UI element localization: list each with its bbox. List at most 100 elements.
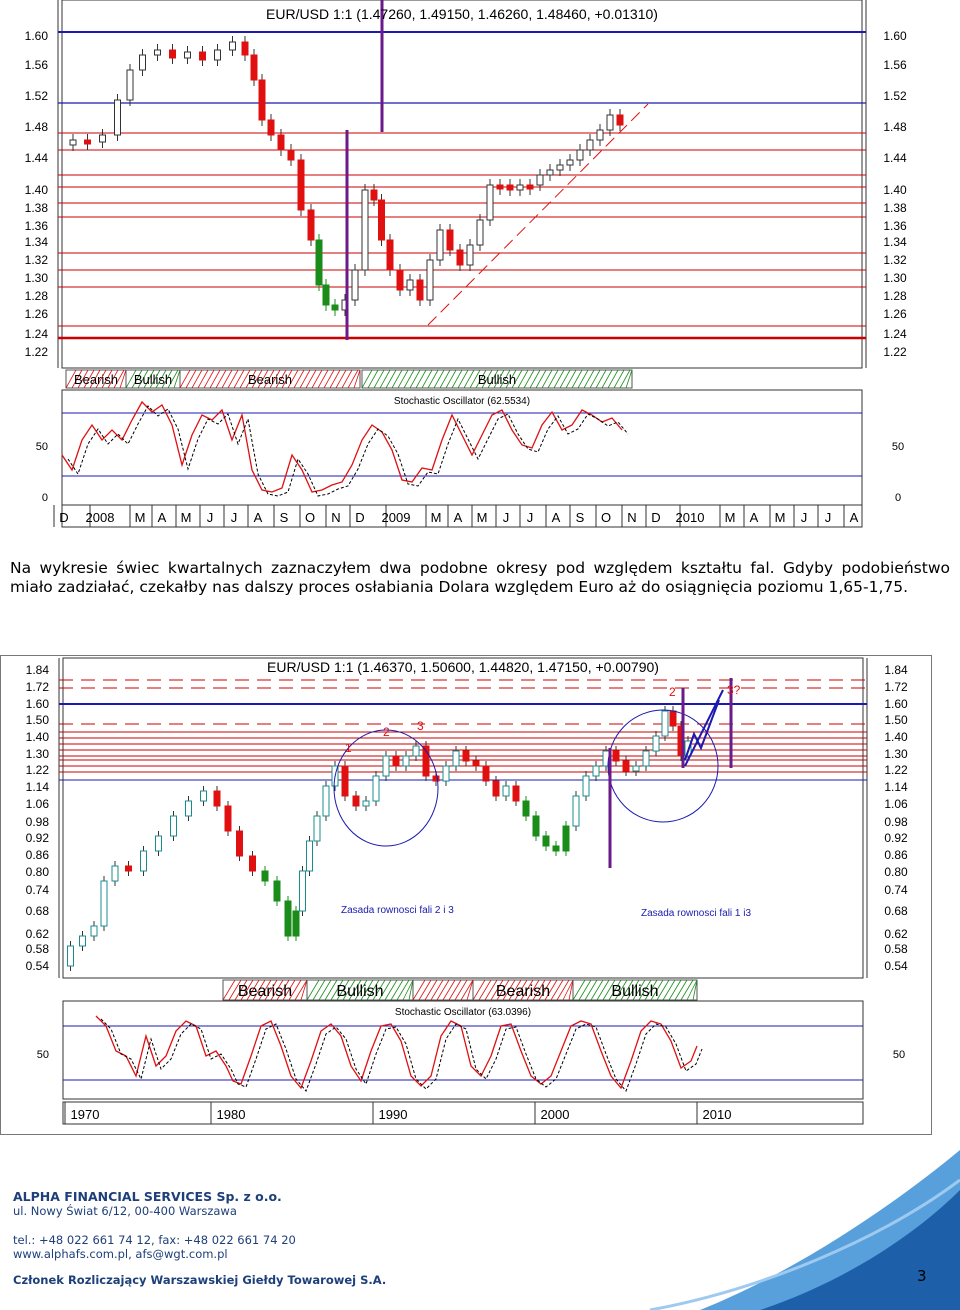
- candle: [155, 835, 162, 852]
- candle: [386, 239, 394, 271]
- price-tick-left: 0.62: [26, 927, 50, 941]
- price-tick-right: 1.56: [883, 58, 907, 72]
- time-label: J: [503, 510, 510, 525]
- price-tick-left: 1.30: [25, 271, 49, 285]
- zone-label: Bearish: [74, 372, 118, 387]
- projection-line: [684, 689, 724, 767]
- candle: [322, 785, 330, 817]
- candle: [313, 815, 321, 842]
- time-label: D: [651, 510, 660, 525]
- price-tick-right: 1.24: [883, 327, 907, 341]
- oscillator-k-line: [61, 400, 623, 493]
- candle: [502, 785, 510, 797]
- time-label: D: [355, 510, 364, 525]
- price-tick-left: 1.52: [25, 89, 49, 103]
- candle: [542, 835, 550, 847]
- candle: [422, 745, 430, 777]
- candle: [456, 249, 464, 266]
- price-tick-left: 1.22: [26, 763, 50, 777]
- time-label: 1970: [71, 1107, 100, 1122]
- time-label: A: [158, 510, 167, 525]
- price-tick-left: 0.68: [26, 904, 50, 918]
- candle: [361, 189, 369, 271]
- price-tick-right: 1.06: [884, 797, 908, 811]
- candle: [516, 184, 524, 191]
- price-tick-right: 1.48: [883, 120, 907, 134]
- price-tick-right: 1.14: [884, 780, 908, 794]
- candle: [402, 755, 410, 767]
- chart-eurusd-daily: 1.60 1.60 1.56 1.56 1.52 1.52 1.48 1.48 1.44 1.44…: [0, 0, 960, 528]
- candle: [562, 825, 570, 852]
- time-label: O: [305, 510, 315, 525]
- candle: [292, 910, 300, 937]
- time-label: J: [825, 510, 832, 525]
- zone-label: Bearish: [496, 983, 550, 1000]
- price-tick-right: 0.80: [884, 865, 908, 879]
- price-tick-left: 1.30: [26, 747, 50, 761]
- footer-address: ul. Nowy Świat 6/12, 00-400 Warszawa: [13, 1204, 237, 1218]
- candle: [416, 279, 424, 301]
- price-tick-right: 1.34: [883, 235, 907, 249]
- candle: [297, 159, 305, 211]
- osc-tick-left: 0: [42, 492, 48, 504]
- time-label: A: [254, 510, 263, 525]
- zone-label: Bearish: [248, 372, 292, 387]
- candle: [496, 184, 504, 190]
- candle: [126, 69, 134, 101]
- footer-swoosh-icon: [649, 1150, 960, 1310]
- candle: [506, 184, 514, 191]
- chart-eurusd-daily-svg: 1.60 1.60 1.56 1.56 1.52 1.52 1.48 1.48 1.44 1.44…: [25, 0, 907, 528]
- wave-label: 2: [383, 725, 390, 739]
- time-label: O: [601, 510, 611, 525]
- candle: [169, 49, 176, 59]
- candle: [90, 925, 98, 937]
- price-tick-left: 0.58: [26, 942, 50, 956]
- price-tick-right: 1.60: [884, 697, 908, 711]
- price-tick-left: 0.80: [26, 865, 50, 879]
- chart-title: EUR/USD 1:1 (1.47260, 1.49150, 1.46260, …: [266, 6, 658, 22]
- time-label: M: [135, 510, 146, 525]
- time-label: 2009: [382, 510, 411, 525]
- price-tick-left: 1.28: [25, 289, 49, 303]
- time-label: J: [231, 510, 238, 525]
- candle: [532, 815, 540, 837]
- candle: [224, 805, 232, 832]
- price-tick-right: 1.28: [883, 289, 907, 303]
- candle: [436, 229, 444, 261]
- time-label: M: [431, 510, 442, 525]
- candle: [632, 765, 640, 772]
- candle: [249, 855, 256, 872]
- candle: [184, 51, 191, 59]
- candle: [351, 269, 359, 301]
- candle: [200, 790, 207, 802]
- zone-label: Bullish: [611, 983, 658, 1000]
- wave-label: 2: [669, 685, 676, 699]
- time-label: S: [280, 510, 289, 525]
- candle: [642, 750, 650, 767]
- price-tick-left: 1.22: [25, 345, 49, 359]
- price-tick-right: 0.86: [884, 848, 908, 862]
- candle: [362, 800, 370, 807]
- wave-label: 1: [345, 741, 352, 755]
- footer-phone: tel.: +48 022 661 74 12, fax: +48 022 66…: [13, 1233, 296, 1247]
- candle: [140, 850, 147, 872]
- wave-circle: [333, 729, 439, 847]
- candle: [669, 710, 677, 727]
- candle: [661, 710, 669, 737]
- time-label: J: [527, 510, 534, 525]
- time-label: A: [750, 510, 759, 525]
- price-tick-right: 1.36: [883, 219, 907, 233]
- price-tick-right: 1.40: [883, 183, 907, 197]
- candle: [111, 865, 119, 882]
- candle: [99, 134, 106, 143]
- price-tick-right: 1.60: [883, 29, 907, 43]
- candle: [199, 51, 206, 61]
- candle: [139, 54, 146, 71]
- candle: [284, 900, 292, 937]
- time-label: D: [59, 510, 68, 525]
- time-label: J: [207, 510, 214, 525]
- oscillator-label: Stochastic Oscillator (62.5534): [394, 396, 530, 407]
- candle: [372, 775, 380, 802]
- candle: [482, 765, 490, 782]
- price-tick-left: 1.06: [26, 797, 50, 811]
